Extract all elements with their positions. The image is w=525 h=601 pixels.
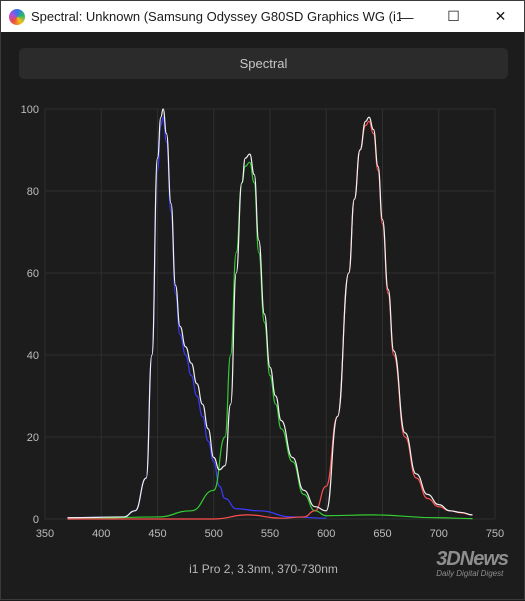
watermark-sub: Daily Digital Digest — [436, 569, 504, 578]
window-controls: — ☐ ✕ — [383, 1, 524, 32]
x-tick-label: 400 — [92, 528, 110, 540]
y-tick-label: 20 — [27, 432, 39, 444]
x-tick-label: 450 — [148, 528, 166, 540]
y-tick-label: 0 — [33, 514, 39, 526]
maximize-button[interactable]: ☐ — [447, 8, 460, 24]
y-tick-label: 80 — [27, 186, 39, 198]
window-content: Spectral — [2, 32, 523, 599]
series-line-red — [67, 120, 473, 520]
x-tick-label: 500 — [205, 528, 223, 540]
y-tick-label: 100 — [21, 104, 39, 116]
watermark-main: 3DNews — [436, 548, 509, 570]
x-tick-label: 350 — [36, 528, 54, 540]
series-line-blue — [67, 116, 327, 519]
x-tick-label: 600 — [317, 528, 335, 540]
instrument-caption: i1 Pro 2, 3.3nm, 370-730nm — [189, 562, 338, 576]
tab-spectral[interactable]: Spectral — [19, 48, 508, 79]
x-tick-label: 650 — [373, 528, 391, 540]
series-line-white — [67, 108, 473, 519]
watermark-logo: 3DNews Daily Digital Digest — [436, 548, 509, 578]
window-title: Spectral: Unknown (Samsung Odyssey G80SD… — [31, 9, 401, 24]
minimize-button[interactable]: — — [399, 8, 414, 25]
x-tick-label: 700 — [430, 528, 448, 540]
x-tick-label: 750 — [486, 528, 504, 540]
y-tick-label: 60 — [27, 268, 39, 280]
close-button[interactable]: ✕ — [494, 8, 507, 24]
series-line-green — [67, 161, 473, 520]
title-bar[interactable]: Spectral: Unknown (Samsung Odyssey G80SD… — [1, 1, 524, 32]
app-logo-icon — [9, 8, 25, 25]
x-tick-label: 550 — [261, 528, 279, 540]
y-tick-label: 40 — [27, 350, 39, 362]
